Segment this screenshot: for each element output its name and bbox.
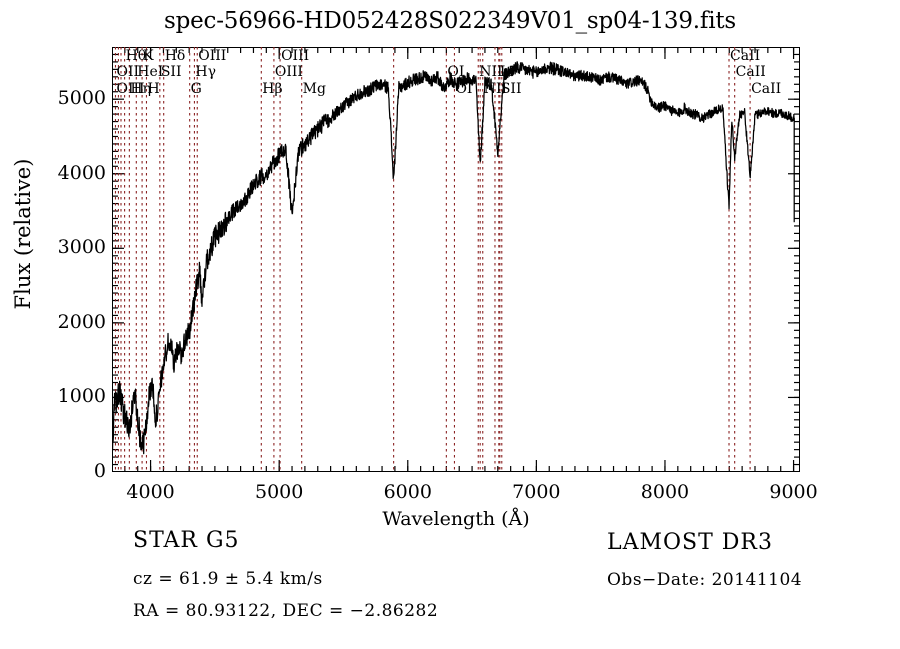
line-label-k: K <box>143 48 154 64</box>
line-label-h: Hη <box>130 81 151 97</box>
line-label-mg: Mg <box>302 81 326 97</box>
line-label-h: H <box>147 81 160 97</box>
x-tick-label: 9000 <box>769 481 818 503</box>
line-label-oi: OI <box>447 64 465 80</box>
y-tick-label: 1000 <box>57 385 106 408</box>
line-label-caii: CaII <box>735 64 766 80</box>
plot-area: Hθ K Hδ OIII OIII CaII OII HeI SII Hγ OIII OI NII Li C… <box>112 47 800 472</box>
line-label-h: Hθ <box>125 48 147 64</box>
y-tick-label: 2000 <box>57 310 106 333</box>
x-axis-tick-labels: 4000 5000 6000 7000 8000 9000 <box>0 481 900 511</box>
x-axis-label: Wavelength (Å) <box>382 508 530 530</box>
line-label-h: Hδ <box>164 48 186 64</box>
survey-name-text: LAMOST DR3 <box>607 530 773 555</box>
y-axis-label-container: Flux (relative) <box>8 150 38 330</box>
spectrum-trace <box>112 61 795 472</box>
line-label-caii: CaII <box>730 48 761 64</box>
line-label-sii: SII <box>160 64 182 80</box>
y-tick-label: 4000 <box>57 161 106 184</box>
x-tick-label: 4000 <box>126 481 175 503</box>
metadata-footer: STAR G5 cz = 61.9 ± 5.4 km/s RA = 80.931… <box>0 528 900 638</box>
line-label-hei: HeI <box>137 64 164 80</box>
line-label-nii: NII <box>479 64 503 80</box>
axis-ticks <box>112 47 800 472</box>
observation-date-text: Obs−Date: 20141104 <box>607 570 803 590</box>
line-label-h: Hγ <box>195 64 216 80</box>
y-axis-tick-labels: 0 1000 2000 3000 4000 5000 <box>38 0 106 649</box>
line-label-oii: OII <box>116 64 140 80</box>
line-label-oiii: OIII <box>198 48 227 64</box>
plot-frame <box>112 47 800 472</box>
line-label-g: G <box>190 81 202 97</box>
y-axis-label: Flux (relative) <box>11 158 35 310</box>
y-tick-label: 5000 <box>57 87 106 110</box>
spectrum-canvas <box>112 47 800 472</box>
line-label-nii: NII <box>483 81 508 97</box>
x-tick-label: 5000 <box>254 481 304 503</box>
line-label-oiii: OIII <box>281 48 310 64</box>
line-label-sii: SII <box>500 81 522 97</box>
line-label-caii: CaII <box>751 81 782 97</box>
redshift-velocity-text: cz = 61.9 ± 5.4 km/s <box>133 569 323 589</box>
x-tick-label: 6000 <box>383 481 432 503</box>
x-tick-label: 7000 <box>512 481 561 503</box>
line-label-oiii: OIII <box>274 64 303 80</box>
line-label-li: Li <box>499 64 514 80</box>
line-label-oi: OI <box>455 81 473 97</box>
y-tick-label: 0 <box>93 460 106 482</box>
object-class-text: STAR G5 <box>133 528 240 553</box>
x-tick-label: 8000 <box>640 481 690 503</box>
line-label-oiii: OIII <box>116 81 145 97</box>
y-tick-label: 3000 <box>57 236 106 259</box>
coordinates-text: RA = 80.93122, DEC = −2.86282 <box>133 601 439 621</box>
page-title: spec-56966-HD052428S022349V01_sp04-139.f… <box>163 8 737 34</box>
line-label-h: Hβ <box>262 81 283 97</box>
